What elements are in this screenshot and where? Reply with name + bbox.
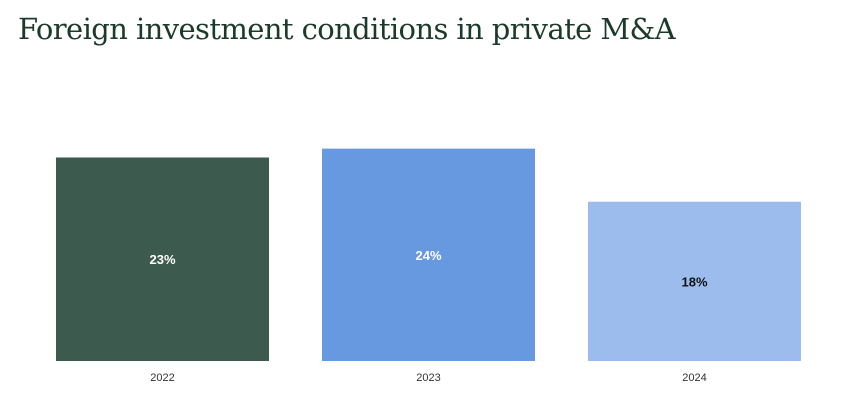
bar-value-label-2024: 18% — [681, 274, 707, 289]
bar-2022 — [56, 157, 269, 361]
chart-title: Foreign investment conditions in private… — [18, 12, 676, 46]
x-tick-label-2023: 2023 — [416, 372, 440, 384]
bar-value-label-2023: 24% — [415, 248, 441, 263]
x-tick-label-2022: 2022 — [150, 372, 174, 384]
bar-2023 — [322, 148, 535, 361]
bar-2024 — [588, 201, 801, 361]
x-tick-label-2024: 2024 — [682, 372, 706, 384]
bar-value-label-2022: 23% — [149, 252, 175, 267]
